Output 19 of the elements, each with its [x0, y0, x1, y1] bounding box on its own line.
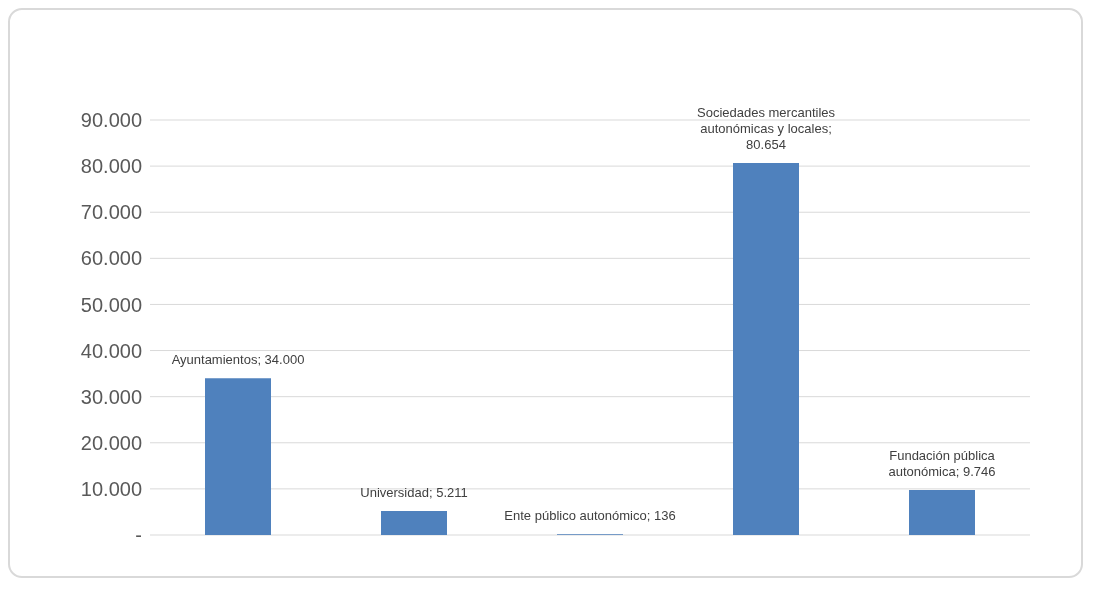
y-tick-label: 90.000 — [80, 109, 142, 132]
y-tick-label: 70.000 — [80, 201, 142, 224]
data-label: Universidad; 5.211 — [360, 484, 468, 500]
y-tick-label: 80.000 — [80, 155, 142, 178]
data-label: Sociedades mercantiles autonómicas y locales; 80.654 — [696, 105, 836, 153]
y-tick-label: 40.000 — [80, 339, 142, 362]
bar — [733, 163, 799, 535]
data-label: Fundación pública autonómica; 9.746 — [888, 448, 996, 480]
y-tick-label: 20.000 — [80, 431, 142, 454]
y-tick-label: 10.000 — [80, 477, 142, 500]
y-tick-label: 50.000 — [80, 293, 142, 316]
bar — [205, 378, 271, 535]
bar — [381, 510, 447, 535]
data-label: Ente público autonómico; 136 — [504, 508, 676, 524]
bar — [909, 490, 975, 535]
y-tick-label: 30.000 — [80, 385, 142, 408]
data-label: Ayuntamientos; 34.000 — [171, 352, 305, 368]
y-tick-label: 60.000 — [80, 247, 142, 270]
y-tick-label: - — [135, 524, 142, 547]
